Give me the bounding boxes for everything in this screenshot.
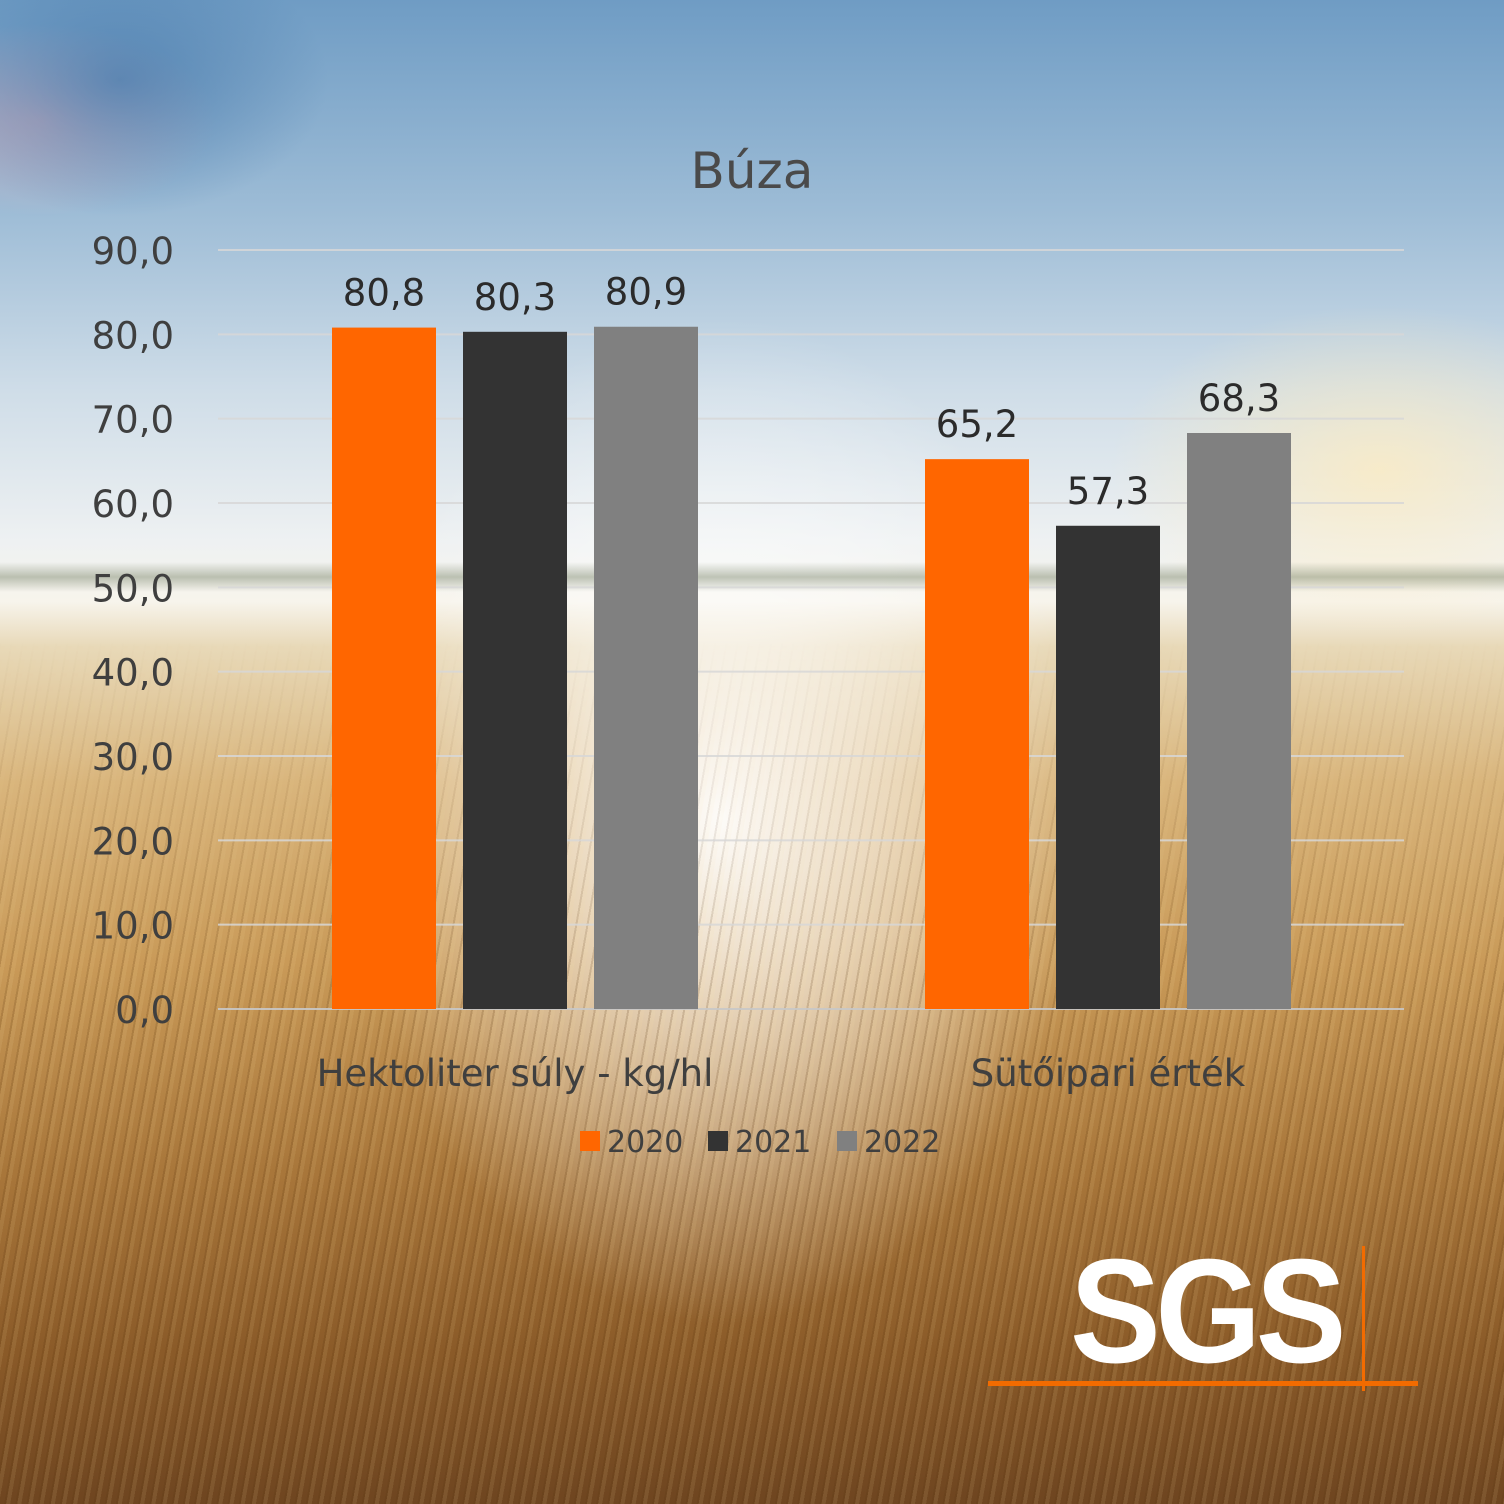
y-tick-label: 60,0 [92, 483, 174, 526]
data-label: 68,3 [1198, 377, 1280, 420]
y-tick-label: 80,0 [92, 314, 174, 357]
data-label: 65,2 [936, 403, 1018, 446]
y-tick-label: 30,0 [92, 736, 174, 779]
legend-label: 2022 [864, 1125, 940, 1160]
logo-horizontal-line [988, 1381, 1418, 1386]
data-label: 80,9 [605, 271, 687, 314]
sgs-logo: SGS [1070, 1229, 1347, 1394]
y-tick-label: 20,0 [92, 820, 174, 863]
legend-label: 2020 [607, 1125, 683, 1160]
data-label: 80,8 [343, 272, 425, 315]
y-tick-label: 50,0 [92, 567, 174, 610]
y-tick-label: 70,0 [92, 399, 174, 442]
legend-swatch-2022 [837, 1131, 857, 1151]
bar-2021 [463, 331, 567, 1009]
bar-2020 [925, 459, 1029, 1009]
bar-2022 [594, 326, 698, 1009]
bar-2021 [1056, 525, 1160, 1009]
y-tick-label: 40,0 [92, 652, 174, 695]
legend-swatch-2020 [580, 1131, 600, 1151]
logo-vertical-line [1362, 1246, 1365, 1391]
data-label: 57,3 [1067, 470, 1149, 513]
chart-title: Búza [691, 142, 814, 200]
y-tick-label: 10,0 [92, 905, 174, 948]
bar-2020 [332, 327, 436, 1009]
legend-label: 2021 [735, 1125, 811, 1160]
x-category-label: Hektoliter súly - kg/hl [317, 1052, 714, 1095]
legend-swatch-2021 [708, 1131, 728, 1151]
bar-2022 [1187, 433, 1291, 1010]
y-tick-label: 90,0 [92, 230, 174, 273]
data-label: 80,3 [474, 276, 556, 319]
y-tick-label: 0,0 [115, 989, 174, 1032]
x-category-label: Sütőipari érték [971, 1052, 1246, 1095]
